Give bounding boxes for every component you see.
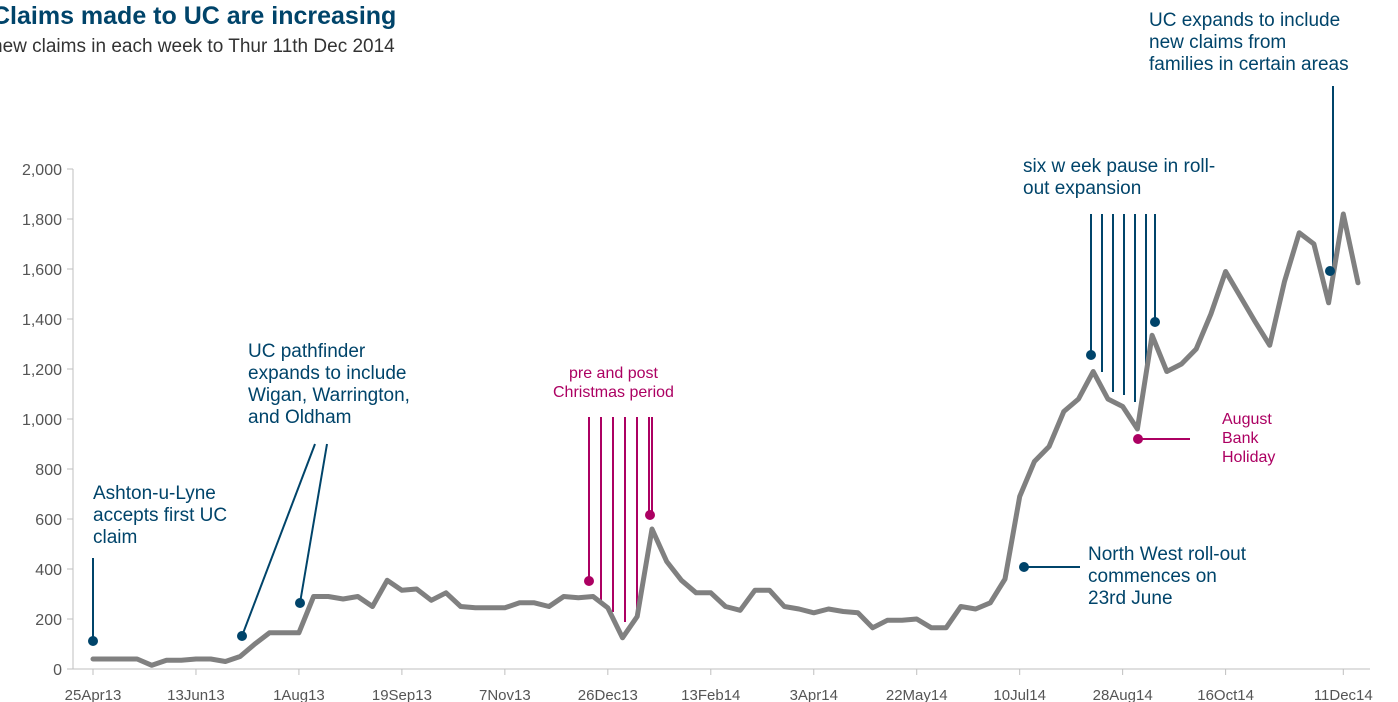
christmas-marker-2 bbox=[645, 510, 655, 520]
x-tick-label: 10Jul14 bbox=[993, 687, 1046, 702]
annotation-markers bbox=[88, 266, 1335, 646]
x-tick-label: 11Dec14 bbox=[1314, 687, 1373, 702]
x-tick-label: 25Apr13 bbox=[65, 687, 122, 702]
y-tick-label: 2,000 bbox=[22, 162, 62, 179]
y-tick-label: 1,400 bbox=[22, 312, 62, 329]
pause-marker-1 bbox=[1086, 350, 1096, 360]
annotation-christmas: pre and post Christmas period bbox=[553, 365, 674, 401]
ashton-marker bbox=[88, 636, 98, 646]
y-tick-label: 400 bbox=[35, 562, 62, 579]
annotation-six-week-pause: six w eek pause in roll- out expansion bbox=[1023, 156, 1216, 199]
x-tick-label: 16Oct14 bbox=[1197, 687, 1254, 702]
x-tick-label: 13Jun13 bbox=[167, 687, 225, 702]
x-axis: 25Apr13 13Jun13 1Aug13 19Sep13 7Nov13 26Dec13… bbox=[65, 668, 1373, 702]
y-tick-label: 1,200 bbox=[22, 362, 62, 379]
y-tick-label: 1,600 bbox=[22, 262, 62, 279]
chart-subtitle: new claims in each week to Thur 11th Dec… bbox=[0, 36, 395, 57]
annotation-families: UC expands to include new claims from fa… bbox=[1149, 10, 1349, 75]
pause-marker-2 bbox=[1150, 317, 1160, 327]
pathfinder-leader-1 bbox=[241, 443, 316, 637]
annotation-august-bank-holiday: August Bank Holiday bbox=[1222, 411, 1276, 466]
y-tick-label: 600 bbox=[35, 512, 62, 529]
x-tick-label: 13Feb14 bbox=[681, 687, 740, 702]
series-line bbox=[90, 211, 1361, 668]
pathfinder-marker-1 bbox=[237, 631, 247, 641]
x-tick-label: 1Aug13 bbox=[273, 687, 325, 702]
y-tick-label: 1,800 bbox=[22, 212, 62, 229]
annotation-ashton: Ashton-u-Lyne accepts first UC claim bbox=[93, 483, 228, 548]
north-west-marker bbox=[1019, 562, 1029, 572]
pathfinder-leader-2 bbox=[299, 443, 328, 604]
x-tick-label: 3Apr14 bbox=[790, 687, 838, 702]
chart-title: Claims made to UC are increasing bbox=[0, 2, 397, 30]
y-tick-label: 1,000 bbox=[22, 412, 62, 429]
families-marker bbox=[1325, 266, 1335, 276]
august-marker bbox=[1133, 434, 1143, 444]
x-tick-label: 19Sep13 bbox=[372, 687, 432, 702]
x-tick-label: 7Nov13 bbox=[479, 687, 531, 702]
pathfinder-marker-2 bbox=[295, 598, 305, 608]
christmas-marker-1 bbox=[584, 576, 594, 586]
x-tick-label: 26Dec13 bbox=[578, 687, 638, 702]
y-tick-label: 0 bbox=[53, 662, 62, 679]
y-tick-label: 800 bbox=[35, 462, 62, 479]
y-axis: 0 200 400 600 800 1,000 1,200 1,400 1,600 1,800 2,… bbox=[22, 162, 74, 679]
x-tick-label: 22May14 bbox=[886, 687, 948, 702]
annotation-leaders bbox=[92, 86, 1334, 641]
y-tick-label: 200 bbox=[35, 612, 62, 629]
annotation-north-west: North West roll-out commences on 23rd Ju… bbox=[1088, 544, 1247, 609]
x-tick-label: 28Aug14 bbox=[1093, 687, 1153, 702]
annotation-pathfinder: UC pathfinder expands to include Wigan, … bbox=[248, 341, 410, 428]
